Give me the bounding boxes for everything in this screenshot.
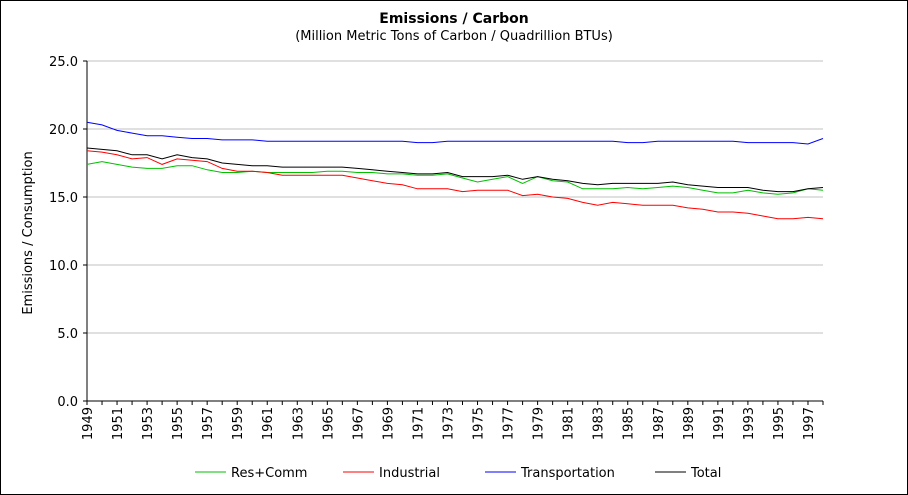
x-tick-label: 1955: [171, 407, 186, 440]
x-tick-label: 1973: [441, 407, 456, 440]
x-tick-label: 1977: [502, 407, 517, 440]
x-tick-label: 1985: [622, 407, 637, 440]
series-line-transportation: [86, 121, 824, 145]
series-line-industrial: [86, 150, 824, 220]
y-axis-label: Emissions / Consumption: [21, 151, 36, 314]
legend-label: Res+Comm: [231, 466, 307, 481]
y-tick-label: 5.0: [57, 327, 78, 342]
x-axis-ticks: 1949 1951 1953 1955 1957 1959 1961 1963 1965 1967…: [81, 401, 824, 440]
series-line-res-comm: [86, 161, 824, 195]
series-lines: [86, 121, 824, 220]
x-tick-label: 1951: [111, 407, 126, 440]
x-tick-label: 1979: [532, 407, 547, 440]
legend: Res+Comm Industrial Transportation Total: [195, 466, 721, 481]
gridlines: [87, 60, 823, 334]
x-tick-label: 1967: [351, 407, 366, 440]
axes: [86, 61, 823, 402]
x-tick-label: 1989: [682, 407, 697, 440]
x-tick-label: 1969: [381, 407, 396, 440]
chart-title: Emissions / Carbon: [379, 11, 529, 27]
x-tick-label: 1987: [652, 407, 667, 440]
series-line-total: [86, 147, 824, 193]
chart-subtitle: (Million Metric Tons of Carbon / Quadril…: [295, 29, 613, 44]
y-tick-label: 0.0: [57, 395, 78, 410]
y-tick-label: 10.0: [49, 259, 78, 274]
x-tick-label: 1961: [261, 407, 276, 440]
x-tick-label: 1993: [742, 407, 757, 440]
y-tick-label: 15.0: [49, 191, 78, 206]
y-axis-ticks: 0.0 5.0 10.0 15.0 20.0 25.0: [49, 55, 87, 410]
x-tick-label: 1971: [411, 407, 426, 440]
x-tick-label: 1953: [141, 407, 156, 440]
y-tick-label: 20.0: [49, 123, 78, 138]
x-tick-label: 1975: [472, 407, 487, 440]
x-tick-label: 1995: [772, 407, 787, 440]
legend-label: Industrial: [379, 466, 440, 481]
x-tick-label: 1983: [592, 407, 607, 440]
x-tick-label: 1991: [712, 407, 727, 440]
legend-label: Total: [690, 466, 721, 481]
y-tick-label: 25.0: [49, 55, 78, 70]
x-tick-label: 1963: [291, 407, 306, 440]
x-tick-label: 1997: [802, 407, 817, 440]
x-tick-label: 1957: [201, 407, 216, 440]
x-tick-label: 1959: [231, 407, 246, 440]
legend-label: Transportation: [520, 466, 615, 481]
x-tick-label: 1949: [81, 407, 96, 440]
x-tick-label: 1965: [321, 407, 336, 440]
x-tick-label: 1981: [562, 407, 577, 440]
